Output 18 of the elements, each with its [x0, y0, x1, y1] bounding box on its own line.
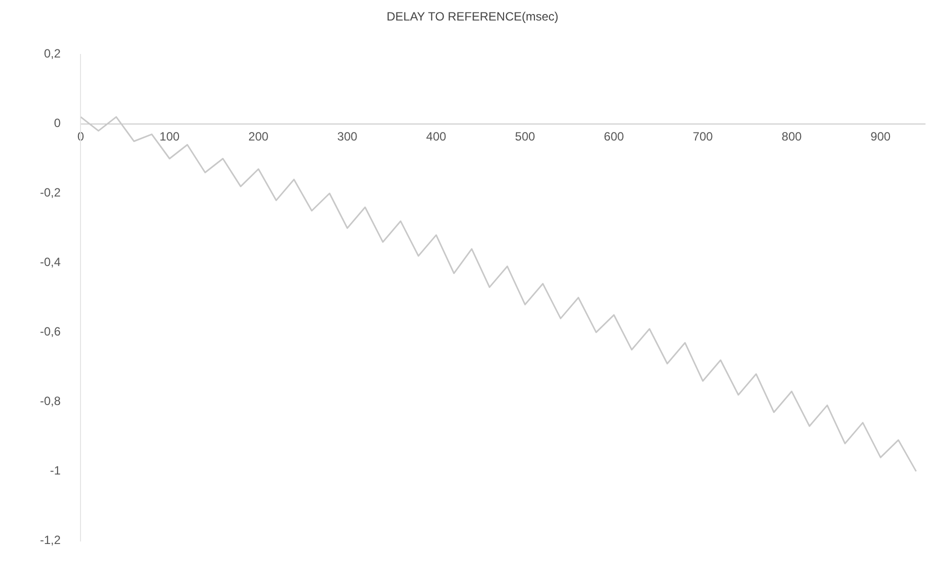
y-tick-label: 0,2: [44, 46, 61, 61]
x-tick-label: 500: [515, 129, 536, 144]
x-tick-label: 600: [604, 129, 624, 144]
x-tick-label: 400: [426, 129, 447, 144]
x-tick-label: 900: [870, 129, 891, 144]
y-tick-label: -0,4: [40, 255, 61, 270]
chart-title: DELAY TO REFERENCE(msec): [386, 10, 558, 24]
y-tick-label: -0,6: [40, 324, 61, 339]
y-tick-label: -0,8: [40, 394, 61, 408]
x-tick-label: 300: [337, 129, 358, 144]
y-tick-label: -1,2: [40, 533, 61, 548]
x-tick-label: 700: [692, 129, 714, 144]
y-tick-label: -0,2: [40, 186, 61, 200]
x-tick-label: 100: [160, 129, 180, 144]
y-tick-label: 0: [54, 116, 61, 130]
x-tick-label: 200: [248, 129, 269, 144]
x-tick-label: 800: [782, 129, 802, 144]
y-tick-label: -1: [50, 464, 61, 478]
